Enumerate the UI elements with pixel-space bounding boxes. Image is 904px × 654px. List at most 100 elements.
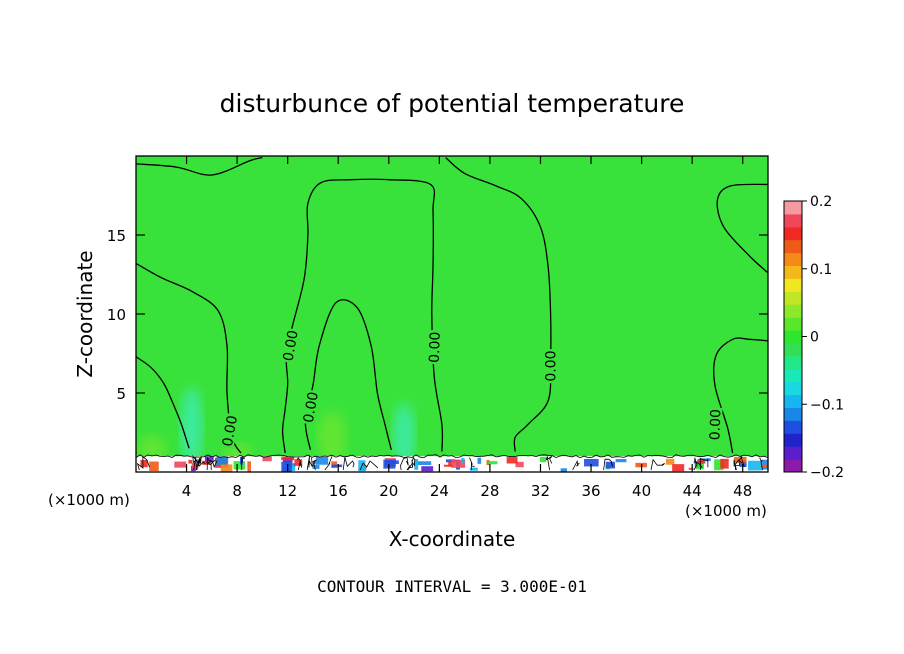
surface-cell: [697, 459, 705, 464]
surface-cell: [414, 458, 419, 470]
surface-contour: [650, 458, 665, 471]
contour-right-arch: [445, 157, 552, 452]
x-tick-label: 32: [531, 482, 550, 500]
y-tick-label: 10: [107, 306, 126, 324]
cool-plume: [392, 403, 415, 467]
colorbar-swatch: [784, 368, 802, 383]
surface-contour: [195, 456, 202, 471]
surface-contour: [603, 458, 613, 471]
contour-labels: 0.00 0.00 0.00 0.00 0.00 0.00: [218, 327, 724, 449]
surface-cell: [294, 459, 303, 466]
surface-cell: [560, 468, 567, 472]
surface-contour: [241, 456, 246, 471]
contour-label-group: 0.00: [218, 412, 241, 449]
surface-cell: [584, 458, 599, 467]
surface-cell: [282, 457, 293, 463]
boundary-contour: [136, 454, 768, 459]
surface-cell: [331, 464, 343, 468]
colorbar-swatch: [784, 459, 802, 473]
colorbar-swatch: [784, 239, 802, 254]
contour-label-bg: [706, 407, 723, 442]
contour-label-group: 0.00: [279, 327, 302, 364]
colorbar-tick-label: −0.2: [810, 465, 844, 481]
y-tick-label: 5: [116, 385, 126, 403]
surface-contour: [342, 456, 355, 471]
surface-cell: [695, 462, 704, 470]
surface-cell: [385, 460, 399, 465]
surface-cell: [720, 458, 729, 469]
contour-label-bg: [425, 329, 442, 365]
x-tick-label: 12: [278, 482, 297, 500]
colorbar-tick-label: −0.1: [810, 397, 844, 413]
contour-right-lower: [713, 337, 768, 454]
y-axis-label: Z-coordinate: [73, 250, 97, 377]
surface-contour: [312, 459, 317, 471]
y-axis: 5 10 15: [107, 227, 768, 403]
surface-cell: [315, 456, 329, 465]
surface-cell: [247, 461, 251, 472]
contour-label-bg: [279, 327, 301, 364]
surface-cell: [312, 464, 320, 469]
colorbar-swatch: [784, 278, 802, 292]
contour-upper-left: [136, 156, 263, 176]
surface-cell: [506, 457, 518, 464]
contour-label-group: 0.00: [706, 407, 724, 442]
colorbar-swatch: [784, 381, 802, 396]
surface-contour: [469, 457, 475, 471]
contour-label: 0.00: [707, 409, 724, 441]
contour-interval-note: CONTOUR INTERVAL = 3.000E-01: [317, 577, 587, 596]
x-unit-left: (×1000 m): [48, 491, 130, 509]
colorbar-swatch: [784, 201, 802, 215]
surface-contour: [572, 459, 580, 471]
colorbar-swatch: [784, 433, 802, 447]
surface-cell: [461, 458, 465, 464]
cool-plume: [180, 387, 203, 467]
surface-cell: [688, 467, 694, 470]
surface-cell: [421, 466, 434, 472]
surface-layer: [136, 454, 768, 472]
colorbar-swatch: [784, 407, 802, 421]
colorbar-swatch: [784, 446, 802, 460]
surface-cell: [174, 461, 187, 468]
y-tick-label: 15: [107, 227, 126, 245]
surface-cell: [188, 459, 193, 464]
colorbar-tick-label: 0.1: [810, 262, 832, 278]
surface-cell: [149, 461, 159, 472]
surface-cell: [202, 460, 211, 465]
surface-cell: [216, 456, 229, 467]
surface-cell: [672, 464, 685, 472]
colorbar-swatch: [784, 304, 802, 318]
surface-cell: [204, 456, 214, 463]
surface-cell: [605, 461, 616, 469]
surface-cell: [615, 459, 627, 463]
surface-contour: [194, 457, 206, 471]
surface-contour: [206, 457, 218, 471]
surface-contour: [545, 456, 553, 471]
contour-label: 0.00: [220, 414, 241, 447]
x-unit-right: (×1000 m): [685, 502, 767, 520]
surface-cell: [469, 467, 478, 471]
colorbar-swatch: [784, 226, 802, 241]
surface-cell: [714, 459, 724, 471]
surface-cell: [515, 461, 524, 468]
x-tick-label: 24: [430, 482, 449, 500]
colorbar-swatch: [784, 291, 802, 305]
warm-patch: [317, 411, 346, 463]
x-tick-label: 4: [182, 482, 192, 500]
surface-contour: [296, 457, 303, 471]
colorbar-swatch: [784, 342, 802, 357]
surface-contour: [206, 459, 216, 471]
contour-label-bg: [542, 349, 558, 384]
surface-contour: [306, 456, 313, 471]
surface-cell: [445, 459, 456, 463]
colorbar-swatch: [784, 330, 802, 344]
surface-contour: [400, 456, 409, 471]
contour-central-loop: [281, 178, 444, 454]
contour-label-group: 0.00: [542, 349, 560, 384]
surface-cell: [701, 458, 711, 462]
x-tick-label: 48: [733, 482, 752, 500]
surface-cell: [448, 461, 452, 467]
surface-cell: [262, 456, 272, 462]
colorbar-swatch: [784, 213, 802, 228]
